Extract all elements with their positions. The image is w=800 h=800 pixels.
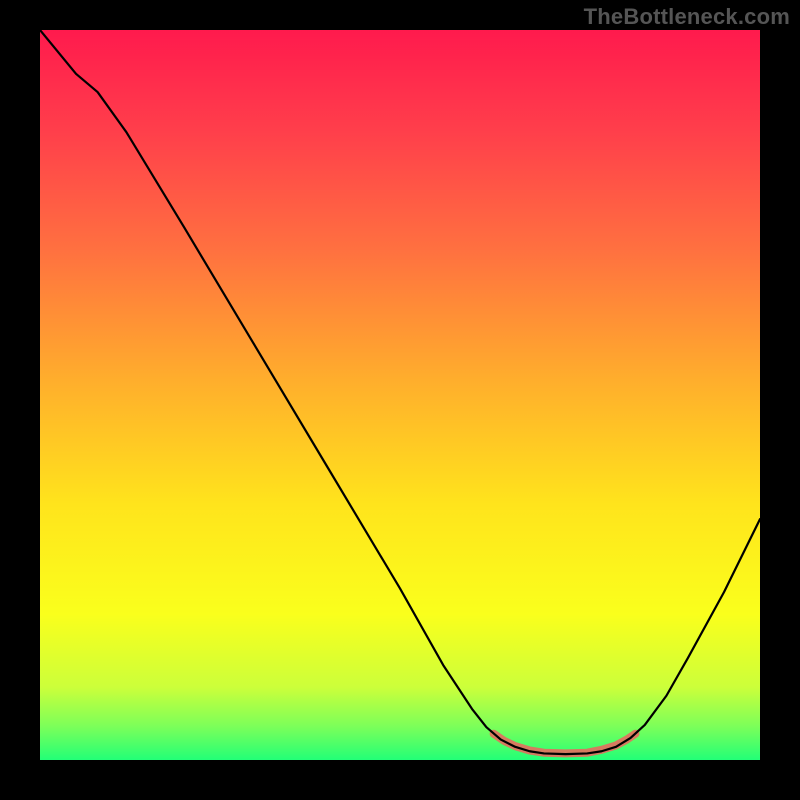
chart-area [40, 30, 760, 760]
curve-line [40, 30, 760, 754]
chart-container: TheBottleneck.com [0, 0, 800, 800]
bottom-highlight [494, 734, 636, 754]
watermark-text: TheBottleneck.com [584, 4, 790, 30]
chart-svg [40, 30, 760, 760]
